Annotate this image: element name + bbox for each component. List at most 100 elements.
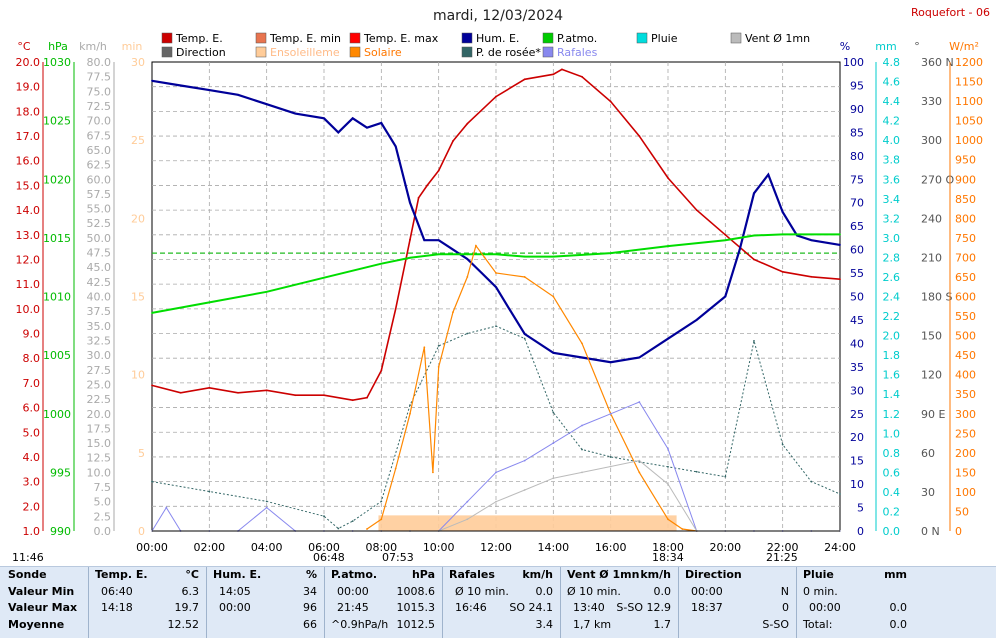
wind-avg-value: 1.7 bbox=[653, 617, 672, 631]
data-point bbox=[380, 518, 383, 521]
data-point bbox=[724, 233, 727, 236]
axis-tick-solar: 950 bbox=[955, 154, 976, 167]
data-point bbox=[839, 244, 841, 246]
data-point bbox=[437, 169, 440, 172]
data-point bbox=[208, 301, 211, 304]
axis-tick-rain: 4.4 bbox=[883, 95, 901, 108]
stats-header-wind: Vent Ø 1mn bbox=[567, 568, 640, 581]
data-point bbox=[552, 351, 555, 354]
sunrise-time: 06:48 bbox=[313, 551, 345, 564]
data-point bbox=[767, 173, 770, 176]
axis-tick-wind: 10.0 bbox=[87, 466, 112, 479]
data-point bbox=[409, 412, 411, 415]
data-point bbox=[294, 394, 297, 397]
series-line bbox=[151, 325, 841, 530]
legend-swatch bbox=[730, 32, 742, 44]
data-point bbox=[695, 470, 698, 473]
axis-tick-wind: 15.0 bbox=[87, 437, 112, 450]
legend-swatch bbox=[161, 32, 173, 44]
axis-tick-press: 1020 bbox=[43, 173, 71, 186]
data-point bbox=[781, 233, 784, 236]
data-point bbox=[638, 401, 641, 403]
axis-tick-solar: 550 bbox=[955, 310, 976, 323]
data-point bbox=[466, 518, 469, 521]
data-point bbox=[437, 344, 440, 347]
axis-tick-solar: 100 bbox=[955, 486, 976, 499]
axis-tick-sun: 15 bbox=[131, 291, 145, 304]
press-avg-value: 1012.5 bbox=[396, 617, 436, 631]
stats-header-hum: Hum. E. bbox=[213, 568, 262, 581]
series-line bbox=[151, 233, 840, 314]
axis-tick-temp: 6.0 bbox=[23, 402, 41, 415]
axis-tick-dir: 360 N bbox=[921, 56, 954, 69]
axis-tick-solar: 650 bbox=[955, 271, 976, 284]
data-point bbox=[781, 211, 784, 213]
data-point bbox=[452, 248, 454, 251]
axis-tick-hum: 55 bbox=[850, 267, 864, 280]
stats-header-rain: Pluie bbox=[803, 568, 834, 581]
data-point bbox=[432, 471, 434, 474]
axis-tick-wind: 47.5 bbox=[87, 247, 112, 260]
legend-label: Temp. E. bbox=[175, 32, 223, 45]
data-point bbox=[523, 459, 526, 462]
axis-tick-solar: 350 bbox=[955, 388, 976, 401]
data-point bbox=[179, 84, 182, 87]
axis-tick-rain: 1.6 bbox=[883, 369, 901, 382]
data-point bbox=[523, 337, 526, 340]
axis-tick-press: 1000 bbox=[43, 408, 71, 421]
legend-swatch bbox=[542, 32, 554, 44]
axis-tick-temp: 9.0 bbox=[23, 328, 41, 341]
legend-swatch bbox=[255, 46, 267, 58]
axis-tick-solar: 1100 bbox=[955, 95, 983, 108]
axis-tick-hum: 75 bbox=[850, 173, 864, 186]
data-point bbox=[208, 490, 211, 493]
data-point bbox=[337, 131, 340, 134]
data-point bbox=[667, 177, 669, 179]
data-point bbox=[323, 117, 325, 120]
data-point bbox=[839, 233, 841, 236]
axis-tick-hum: 0 bbox=[857, 525, 864, 538]
axis-tick-wind: 40.0 bbox=[87, 291, 112, 304]
data-point bbox=[495, 471, 497, 474]
data-point bbox=[781, 443, 784, 446]
row-label-max: Valeur Max bbox=[8, 601, 78, 614]
axis-tick-wind: 70.0 bbox=[87, 115, 112, 128]
axis-tick-temp: 3.0 bbox=[23, 476, 41, 489]
axis-tick-wind: 77.5 bbox=[87, 71, 112, 84]
axis-tick-sun: 0 bbox=[138, 525, 145, 538]
data-point bbox=[351, 117, 354, 120]
legend-swatch bbox=[349, 32, 361, 44]
hum-min-value: 34 bbox=[303, 584, 317, 598]
data-point bbox=[466, 500, 469, 503]
data-point bbox=[552, 295, 555, 298]
data-point bbox=[724, 295, 727, 298]
x-tick-label: 24:00 bbox=[824, 541, 856, 554]
data-point bbox=[552, 73, 555, 76]
axis-tick-solar: 50 bbox=[955, 505, 969, 518]
axis-tick-hum: 20 bbox=[850, 431, 864, 444]
row-label-min: Valeur Min bbox=[8, 584, 75, 598]
stats-col-dir: Direction 00:00 N 18:37 0 S-SO bbox=[678, 567, 797, 638]
axis-tick-temp: 10.0 bbox=[16, 303, 41, 316]
axis-tick-press: 1015 bbox=[43, 232, 71, 245]
axis-tick-sun: 10 bbox=[131, 369, 145, 382]
axis-tick-wind: 0.0 bbox=[94, 525, 112, 538]
data-point bbox=[638, 459, 641, 462]
axis-tick-temp: 11.0 bbox=[16, 278, 41, 291]
axis-tick-rain: 3.2 bbox=[883, 212, 901, 225]
axis-tick-hum: 15 bbox=[850, 455, 864, 468]
axis-tick-solar: 900 bbox=[955, 173, 976, 186]
axis-tick-temp: 13.0 bbox=[16, 229, 41, 242]
data-point bbox=[609, 456, 612, 458]
data-point bbox=[667, 483, 669, 485]
legend-label: Temp. E. min bbox=[269, 32, 341, 45]
data-point bbox=[409, 404, 411, 407]
legend-swatch bbox=[255, 32, 267, 44]
axis-tick-hum: 30 bbox=[850, 384, 864, 397]
axis-tick-solar: 400 bbox=[955, 369, 976, 382]
data-point bbox=[452, 140, 454, 142]
stats-header-gust: Rafales bbox=[449, 568, 495, 581]
stats-header-temp: Temp. E. bbox=[95, 568, 148, 581]
axis-tick-hum: 60 bbox=[850, 244, 864, 257]
data-point bbox=[753, 258, 755, 261]
